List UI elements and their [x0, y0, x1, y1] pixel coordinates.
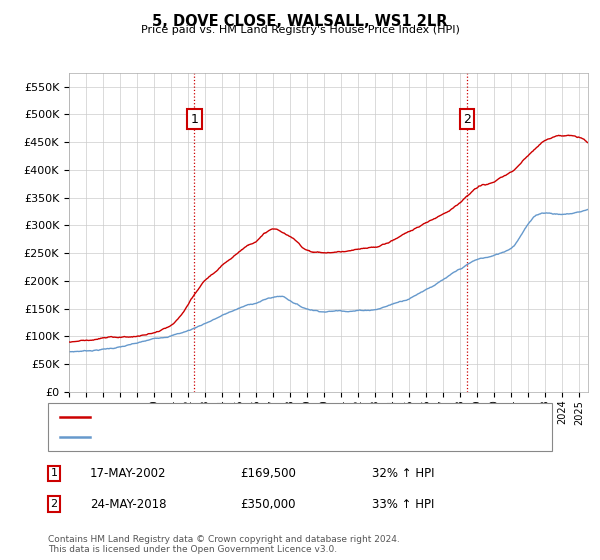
Text: 32% ↑ HPI: 32% ↑ HPI: [372, 467, 434, 480]
Text: Price paid vs. HM Land Registry's House Price Index (HPI): Price paid vs. HM Land Registry's House …: [140, 25, 460, 35]
Text: 17-MAY-2002: 17-MAY-2002: [90, 467, 167, 480]
Text: 2: 2: [463, 113, 470, 125]
Text: HPI: Average price, detached house, Walsall: HPI: Average price, detached house, Wals…: [99, 432, 329, 442]
Text: 1: 1: [191, 113, 199, 125]
Text: 1: 1: [50, 468, 58, 478]
Text: 5, DOVE CLOSE, WALSALL, WS1 2LR (detached house): 5, DOVE CLOSE, WALSALL, WS1 2LR (detache…: [99, 412, 382, 422]
Text: Contains HM Land Registry data © Crown copyright and database right 2024.
This d: Contains HM Land Registry data © Crown c…: [48, 535, 400, 554]
Text: £350,000: £350,000: [240, 498, 296, 511]
Text: £169,500: £169,500: [240, 467, 296, 480]
Text: 5, DOVE CLOSE, WALSALL, WS1 2LR: 5, DOVE CLOSE, WALSALL, WS1 2LR: [152, 14, 448, 29]
Text: 24-MAY-2018: 24-MAY-2018: [90, 498, 167, 511]
Text: 33% ↑ HPI: 33% ↑ HPI: [372, 498, 434, 511]
Text: 2: 2: [50, 499, 58, 509]
